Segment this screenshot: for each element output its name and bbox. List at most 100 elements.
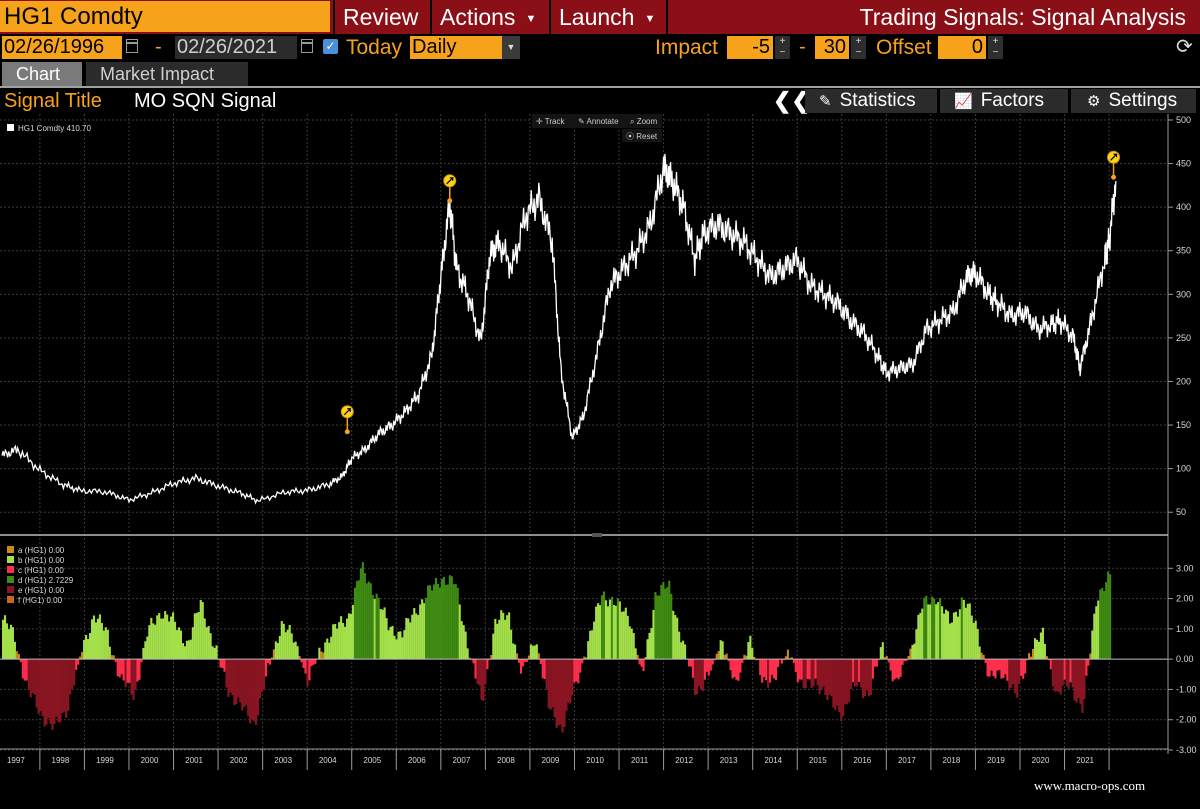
signal-bar xyxy=(83,640,86,660)
signal-bar xyxy=(476,659,479,684)
signal-chart[interactable]: 50 100 150 200 250 300 350 400 450 500 3.00 2.00 1.… xyxy=(0,114,1200,774)
actions-menu-button[interactable]: Actions ▼ xyxy=(430,0,548,34)
signal-bar xyxy=(1014,659,1017,694)
start-date-field[interactable]: 02/26/1996 xyxy=(2,36,122,59)
signal-bar xyxy=(808,659,811,680)
signal-bar xyxy=(29,659,32,698)
signal-bar xyxy=(57,659,60,722)
year-label: 2012 xyxy=(675,756,693,765)
signal-bar xyxy=(274,641,277,660)
signal-bar xyxy=(749,635,752,660)
signal-bar xyxy=(209,633,212,660)
signal-bar xyxy=(626,615,629,660)
signal-bar xyxy=(525,659,528,662)
ticker-field[interactable]: HG1 Comdty xyxy=(0,1,330,32)
signal-bar xyxy=(1018,659,1021,684)
frequency-select[interactable]: Daily ▼ xyxy=(410,36,520,59)
impact-from-stepper[interactable]: + − xyxy=(775,36,790,59)
signal-bar xyxy=(255,659,258,726)
collapse-panel-icon[interactable]: ❮❮ xyxy=(773,88,810,113)
refresh-icon[interactable]: ⟳ xyxy=(1176,36,1193,58)
signal-tick-label: -3.00 xyxy=(1176,745,1197,755)
end-date-field[interactable]: 02/26/2021 xyxy=(175,36,297,59)
calendar-icon[interactable] xyxy=(301,39,313,53)
signal-bar xyxy=(1083,659,1086,700)
signal-bar xyxy=(308,659,311,681)
signal-bar xyxy=(324,642,327,660)
tab-market-impact[interactable]: Market Impact xyxy=(86,62,248,86)
signal-bar xyxy=(249,659,252,724)
offset-field[interactable]: 0 xyxy=(938,36,986,59)
price-tick-label: 500 xyxy=(1176,115,1191,125)
signal-bar xyxy=(148,625,151,660)
zoom-button[interactable]: ⌕ Zoom xyxy=(630,117,657,126)
signal-bar xyxy=(587,641,590,660)
signal-legend-label: a (HG1) 0.00 xyxy=(18,546,65,555)
impact-to-stepper[interactable]: + − xyxy=(851,36,866,59)
signal-bar xyxy=(1028,653,1031,660)
signal-bar xyxy=(436,583,440,660)
signal-bar xyxy=(739,659,742,673)
signal-bar xyxy=(832,659,835,708)
signal-bar xyxy=(709,659,712,671)
signal-bar xyxy=(818,659,821,695)
signal-bars xyxy=(2,562,1112,733)
signal-bar xyxy=(648,632,651,660)
panel-resize-handle[interactable] xyxy=(592,533,602,537)
calendar-icon[interactable] xyxy=(126,39,138,53)
signal-bar xyxy=(1030,656,1033,660)
signal-bar xyxy=(486,659,489,670)
tab-chart[interactable]: Chart xyxy=(2,62,82,86)
signal-bar xyxy=(359,568,362,660)
signal-bar xyxy=(565,659,568,711)
offset-stepper[interactable]: + − xyxy=(988,36,1003,59)
signal-bar xyxy=(314,659,317,664)
signal-bar xyxy=(17,653,20,660)
signal-bar xyxy=(551,659,554,708)
signal-bar xyxy=(142,647,145,660)
signal-bar xyxy=(887,659,890,663)
signal-bar xyxy=(45,659,48,725)
signal-bar xyxy=(737,659,740,681)
signal-bar xyxy=(237,659,240,698)
signal-bar xyxy=(401,637,404,660)
signal-bar xyxy=(31,659,34,694)
signal-bar xyxy=(608,599,612,660)
factors-button[interactable]: 📈 Factors xyxy=(940,89,1068,113)
today-checkbox[interactable]: ✓ xyxy=(323,39,338,54)
signal-bar xyxy=(37,659,40,714)
impact-from-field[interactable]: -5 xyxy=(727,36,773,59)
reset-button[interactable]: ⦿ Reset xyxy=(626,132,658,141)
annotate-button[interactable]: ✎ Annotate xyxy=(578,117,619,126)
signal-bar xyxy=(660,584,663,660)
signal-legend-swatch xyxy=(7,596,14,603)
year-label: 2004 xyxy=(319,756,337,765)
signal-bar xyxy=(1053,659,1056,692)
signal-legend-swatch xyxy=(7,546,14,553)
signal-bar xyxy=(1109,574,1112,660)
signal-bar xyxy=(365,583,368,660)
signal-bar xyxy=(1002,659,1005,678)
signal-bar xyxy=(755,659,758,661)
track-button[interactable]: ✛ Track xyxy=(536,117,565,126)
signal-bar xyxy=(90,619,94,660)
signal-bar xyxy=(879,647,882,660)
signal-bar xyxy=(998,659,1001,671)
impact-to-field[interactable]: 30 xyxy=(815,36,849,59)
signal-bar xyxy=(391,625,394,660)
signal-bar xyxy=(106,629,109,660)
signal-bar xyxy=(264,659,268,677)
year-label: 2008 xyxy=(497,756,515,765)
signal-bar xyxy=(668,580,671,660)
launch-menu-label: Launch xyxy=(559,4,635,30)
signal-bar xyxy=(59,659,62,723)
signal-bar xyxy=(49,659,52,724)
signal-bar xyxy=(753,656,756,660)
statistics-button[interactable]: ✎ Statistics xyxy=(805,89,937,113)
review-menu-button[interactable]: Review xyxy=(333,0,429,34)
signal-bar xyxy=(112,655,115,660)
signal-bar xyxy=(514,644,517,660)
signal-bar xyxy=(444,584,447,660)
settings-button[interactable]: ⚙ Settings xyxy=(1071,89,1196,113)
launch-menu-button[interactable]: Launch ▼ xyxy=(549,0,665,34)
